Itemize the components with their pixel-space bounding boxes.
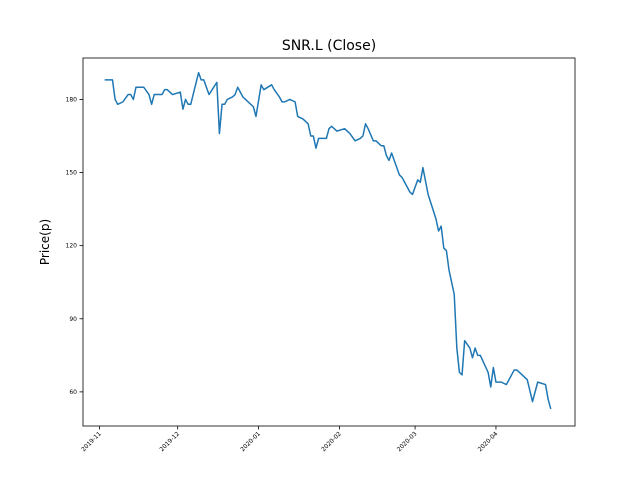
- y-axis-label: Price(p): [38, 219, 52, 265]
- price-line: [104, 71, 552, 410]
- chart-title: SNR.L (Close): [282, 38, 376, 54]
- y-tick-label: 90: [69, 316, 77, 323]
- y-tick-label: 120: [66, 243, 78, 250]
- y-tick-label: 150: [66, 170, 78, 177]
- y-tick-label: 60: [69, 389, 77, 396]
- plot-frame: [82, 57, 576, 427]
- y-tick-label: 180: [66, 96, 78, 103]
